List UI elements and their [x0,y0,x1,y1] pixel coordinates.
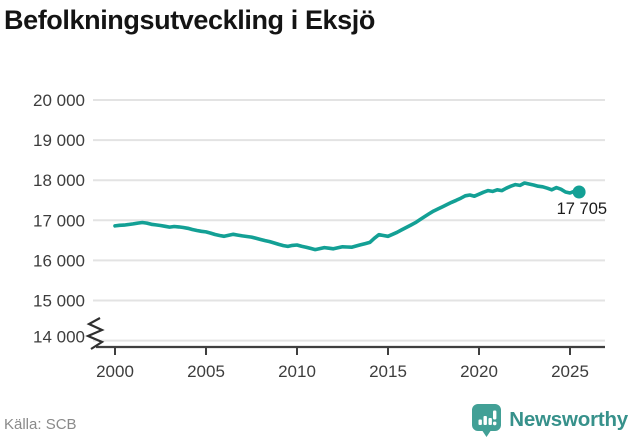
y-tick-label: 19 000 [33,131,85,150]
latest-value-label: 17 705 [557,200,607,218]
x-tick-label: 2000 [96,362,134,381]
x-tick-label: 2025 [551,362,589,381]
logo-bar-tall [483,415,488,425]
newsworthy-bubble-chart-icon [472,403,502,437]
x-tick-label: 2020 [460,362,498,381]
logo-exclamation-dot [493,421,497,425]
logo-exclamation-bar [493,410,497,419]
newsworthy-logo[interactable]: Newsworthy [471,401,628,439]
latest-value-dot [572,185,586,199]
y-tick-label: 20 000 [33,91,85,110]
source-label: Källa: SCB [4,416,77,433]
newsworthy-wordmark: Newsworthy [509,408,628,431]
y-tick-label: 16 000 [33,251,85,270]
y-tick-label: 17 000 [33,211,85,230]
logo-bar-medium [488,417,493,425]
x-tick-label: 2010 [278,362,316,381]
x-tick-label: 2015 [369,362,407,381]
y-tick-label: 15 000 [33,292,85,311]
y-axis-break-icon [85,317,105,350]
page-title: Befolkningsutveckling i Eksjö [4,5,375,35]
y-tick-label: 14 000 [33,328,85,347]
population-line [113,181,581,252]
logo-bar-small [478,419,483,425]
y-tick-label: 18 000 [33,171,85,190]
x-tick-label: 2005 [187,362,225,381]
